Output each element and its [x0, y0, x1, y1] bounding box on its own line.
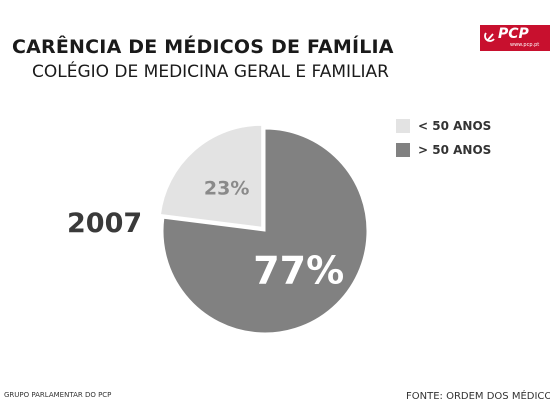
legend-swatch-under-50	[396, 119, 410, 133]
footer-credit: GRUPO PARLAMENTAR DO PCP	[4, 391, 112, 399]
year-label: 2007	[67, 208, 143, 239]
hammer-sickle-icon	[484, 32, 495, 42]
chart-title: CARÊNCIA DE MÉDICOS DE FAMÍLIA	[12, 36, 394, 58]
slice-over-50	[162, 128, 368, 334]
legend: < 50 ANOS > 50 ANOS	[396, 117, 491, 165]
data-label-over-50: 77%	[253, 248, 344, 292]
legend-item-over-50: > 50 ANOS	[396, 141, 491, 159]
legend-swatch-over-50	[396, 143, 410, 157]
legend-item-under-50: < 50 ANOS	[396, 117, 491, 135]
pcp-logo: PCP www.pcp.pt	[480, 25, 550, 51]
logo-url: www.pcp.pt	[510, 42, 540, 48]
legend-label-over-50: > 50 ANOS	[418, 143, 492, 157]
data-label-under-50: 23%	[204, 177, 249, 199]
slice-under-50	[159, 124, 263, 228]
legend-label-under-50: < 50 ANOS	[418, 119, 492, 133]
logo-text: PCP	[498, 26, 529, 42]
footer-source: FONTE: ORDEM DOS MÉDICOS	[406, 391, 550, 402]
chart-subtitle: COLÉGIO DE MEDICINA GERAL E FAMILIAR	[32, 62, 389, 82]
